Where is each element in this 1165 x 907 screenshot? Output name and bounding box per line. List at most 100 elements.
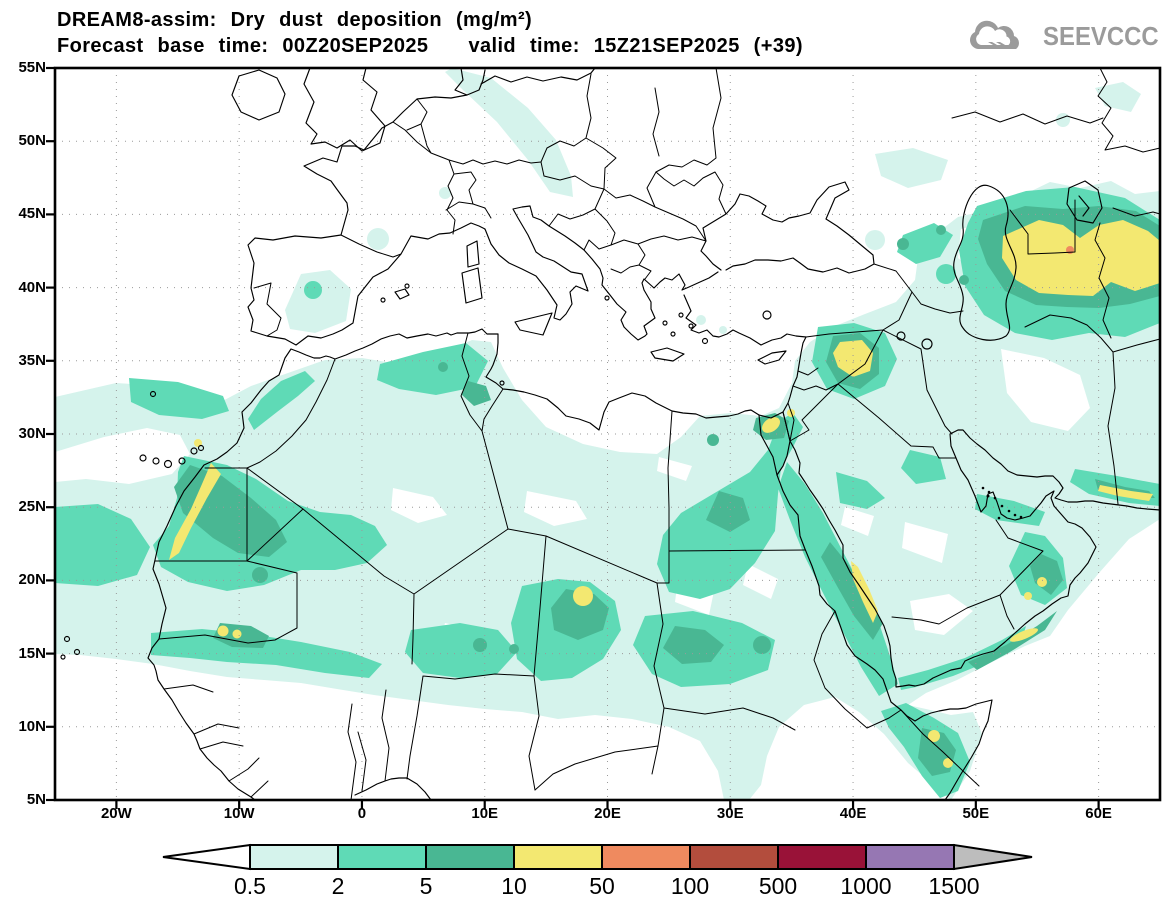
dust-contour-region-level-2 — [405, 623, 517, 678]
dust-contour-region-level-1 — [875, 148, 948, 188]
dust-contour-region-level-4 — [943, 758, 953, 768]
legend-level-label: 1500 — [928, 873, 979, 899]
dust-contour-region-level-2 — [377, 343, 488, 395]
dust-contour-region-level-3 — [438, 362, 448, 372]
forecast-time-line: Forecast base time: 00Z20SEP2025 valid t… — [57, 35, 803, 58]
cloud-icon — [970, 20, 1020, 49]
dust-contour-region-level-2 — [248, 371, 315, 430]
lat-axis-label: 10N — [18, 717, 46, 735]
dust-contour-region-level-4 — [1010, 628, 1038, 642]
dust-contour-region-level-1 — [865, 230, 885, 250]
map-area — [46, 66, 1162, 809]
legend-color-box — [337, 844, 427, 870]
legend-level-label: 1000 — [840, 873, 891, 899]
lon-axis-label: 20E — [594, 805, 621, 822]
lon-axis-label: 50E — [962, 805, 990, 822]
dust-contour-region-level-3 — [936, 225, 946, 235]
dust-contour-region-level-4 — [1098, 485, 1153, 501]
legend-level-label: 2 — [332, 873, 345, 899]
dust-shading-layer — [55, 68, 1160, 800]
lat-axis-label: 55N — [18, 59, 46, 76]
legend-level-label: 50 — [589, 873, 615, 899]
lat-axis-label: 25N — [18, 498, 46, 516]
legend-color-box — [249, 844, 339, 870]
dust-contour-region-level-4 — [851, 561, 878, 623]
dust-contour-region-level-1 — [439, 187, 451, 199]
dust-contour-region-level-3 — [897, 238, 909, 250]
dust-contour-region-level-4 — [833, 340, 873, 377]
dust-contour-region-level-3 — [753, 636, 771, 654]
lon-axis-label: 40E — [839, 805, 867, 822]
lat-axis-label: 35N — [18, 351, 46, 369]
dust-contour-region-level-2 — [901, 450, 946, 484]
legend-level-label: 500 — [759, 873, 797, 899]
dust-contour-region-level-1 — [719, 326, 727, 334]
legend-color-box — [865, 844, 955, 870]
dust-contour-region-level-4 — [573, 586, 593, 606]
dust-contour-region-level-3 — [706, 491, 750, 532]
lat-axis-label: 45N — [18, 205, 46, 223]
lat-axis-label: 30N — [18, 425, 46, 442]
graticule-gridlines — [55, 68, 1160, 800]
legend-over-arrow — [953, 843, 1033, 871]
legend-color-box — [777, 844, 867, 870]
legend-level-label: 0.5 — [234, 873, 266, 899]
dust-gap-region — [524, 491, 587, 526]
dust-contour-region-level-1 — [367, 228, 389, 250]
legend-color-box — [689, 844, 779, 870]
dust-contour-region-level-3 — [551, 589, 609, 640]
dust-contour-region-level-2 — [151, 629, 382, 678]
dust-contour-region-level-3 — [252, 567, 268, 583]
gulf-island-specks — [981, 486, 1023, 520]
country-borders — [154, 67, 1161, 801]
lat-axis-label: 50N — [18, 132, 46, 150]
dust-gap-region — [841, 507, 874, 536]
lat-axis-label: 15N — [18, 644, 46, 662]
dust-contour-region-level-4 — [217, 625, 229, 637]
dust-contour-region-level-4 — [169, 463, 221, 560]
dust-contour-region-level-2 — [129, 378, 229, 419]
dust-contour-region-level-4 — [928, 730, 940, 742]
lat-axis-label: 40N — [18, 278, 46, 296]
dust-contour-region-level-4 — [232, 629, 242, 639]
valid-time: valid time: 15Z21SEP2025 (+39) — [468, 35, 803, 57]
dust-contour-region-level-1 — [285, 270, 351, 333]
dust-contour-region-level-2 — [55, 504, 150, 586]
forecast-base-time: Forecast base time: 00Z20SEP2025 — [57, 35, 429, 57]
dust-contour-region-level-1 — [1056, 113, 1070, 127]
dust-contour-region-level-4 — [1024, 592, 1032, 600]
dust-contour-region-level-3 — [663, 626, 724, 664]
dust-contour-region-level-3 — [959, 275, 969, 285]
color-scale-legend: 0.5 2 5 10 50 100 500 1000 1500 — [162, 843, 1033, 899]
dust-contour-region-level-3 — [509, 644, 519, 654]
dust-contour-region-level-1 — [696, 315, 706, 325]
legend-under-arrow — [162, 843, 251, 871]
map-canvas — [46, 66, 1162, 809]
dust-contour-region-level-4 — [1037, 577, 1047, 587]
dust-contour-region-level-3 — [707, 434, 719, 446]
legend-level-label: 5 — [420, 873, 433, 899]
logo-text: SEEVCCC — [1043, 20, 1159, 51]
legend-color-box — [601, 844, 691, 870]
dust-gap-region — [1001, 349, 1090, 431]
lat-axis-label: 20N — [18, 571, 46, 589]
lon-axis-label: 60E — [1085, 805, 1112, 822]
dust-contour-region-level-3 — [821, 542, 883, 640]
dust-contour-region-level-1 — [1095, 82, 1141, 112]
legend-color-box — [513, 844, 603, 870]
legend-level-label: 10 — [501, 873, 527, 899]
dust-contour-region-level-3 — [473, 638, 487, 652]
lon-axis-label: 10W — [223, 805, 255, 822]
dust-contour-region-level-3 — [461, 381, 491, 406]
dust-gap-region — [743, 564, 778, 599]
dust-contour-region-level-2 — [304, 281, 322, 299]
legend-color-box — [425, 844, 515, 870]
lat-axis-label: 5N — [26, 791, 46, 808]
dust-gap-region — [55, 428, 190, 484]
dust-contour-region-level-4 — [1002, 220, 1160, 296]
dust-gap-region — [902, 522, 948, 563]
dust-gap-region — [910, 594, 973, 635]
dust-contour-region-level-2 — [836, 472, 885, 509]
coastlines — [60, 67, 1161, 801]
